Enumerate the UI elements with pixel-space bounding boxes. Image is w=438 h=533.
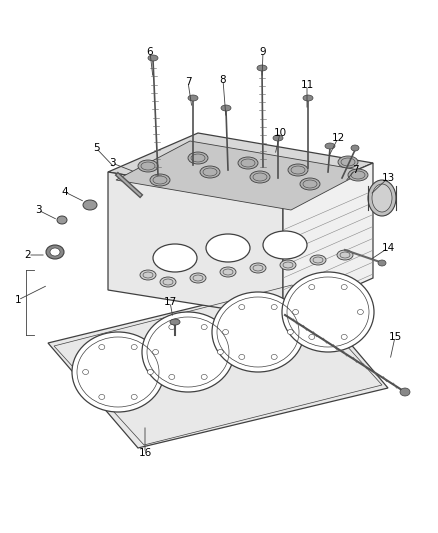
Text: 7: 7 <box>352 165 358 175</box>
Ellipse shape <box>348 169 368 181</box>
Ellipse shape <box>337 250 353 260</box>
Text: 13: 13 <box>381 173 395 183</box>
Ellipse shape <box>338 156 358 168</box>
Text: 5: 5 <box>93 143 99 153</box>
Ellipse shape <box>206 234 250 262</box>
Ellipse shape <box>378 260 386 266</box>
Text: 15: 15 <box>389 332 402 342</box>
Ellipse shape <box>188 95 198 101</box>
Text: 17: 17 <box>163 297 177 307</box>
Ellipse shape <box>250 171 270 183</box>
Ellipse shape <box>300 178 320 190</box>
Ellipse shape <box>152 350 159 354</box>
Ellipse shape <box>287 329 293 335</box>
Ellipse shape <box>263 231 307 259</box>
Ellipse shape <box>160 277 176 287</box>
Ellipse shape <box>280 260 296 270</box>
Ellipse shape <box>341 285 347 289</box>
Ellipse shape <box>220 267 236 277</box>
Ellipse shape <box>148 55 158 61</box>
Text: 3: 3 <box>35 205 41 215</box>
Ellipse shape <box>99 344 105 350</box>
Ellipse shape <box>57 216 67 224</box>
Ellipse shape <box>131 394 137 399</box>
Polygon shape <box>108 133 373 202</box>
Ellipse shape <box>271 304 277 310</box>
Ellipse shape <box>46 245 64 259</box>
Ellipse shape <box>341 334 347 340</box>
Text: 2: 2 <box>25 250 31 260</box>
Polygon shape <box>48 282 388 448</box>
Ellipse shape <box>223 329 229 335</box>
Ellipse shape <box>273 135 283 141</box>
Text: 9: 9 <box>260 47 266 57</box>
Ellipse shape <box>140 270 156 280</box>
Ellipse shape <box>400 388 410 396</box>
Ellipse shape <box>257 65 267 71</box>
Text: 16: 16 <box>138 448 152 458</box>
Ellipse shape <box>200 166 220 178</box>
Ellipse shape <box>131 344 137 350</box>
Ellipse shape <box>221 105 231 111</box>
Polygon shape <box>283 163 373 318</box>
Ellipse shape <box>148 369 153 375</box>
Ellipse shape <box>99 394 105 399</box>
Text: 14: 14 <box>381 243 395 253</box>
Ellipse shape <box>303 95 313 101</box>
Ellipse shape <box>50 248 60 256</box>
Ellipse shape <box>72 332 164 412</box>
Ellipse shape <box>239 354 245 359</box>
Ellipse shape <box>201 375 207 379</box>
Ellipse shape <box>293 310 299 314</box>
Ellipse shape <box>150 174 170 186</box>
Polygon shape <box>116 141 365 210</box>
Ellipse shape <box>357 310 364 314</box>
Ellipse shape <box>288 164 308 176</box>
Text: 6: 6 <box>147 47 153 57</box>
Ellipse shape <box>238 157 258 169</box>
Ellipse shape <box>153 244 197 272</box>
Text: 7: 7 <box>185 77 191 87</box>
Ellipse shape <box>217 350 223 354</box>
Ellipse shape <box>309 334 315 340</box>
Ellipse shape <box>83 200 97 210</box>
Ellipse shape <box>271 354 277 359</box>
Ellipse shape <box>282 272 374 352</box>
Ellipse shape <box>83 369 88 375</box>
Ellipse shape <box>310 255 326 265</box>
Ellipse shape <box>188 152 208 164</box>
Ellipse shape <box>142 312 234 392</box>
Text: 11: 11 <box>300 80 314 90</box>
Polygon shape <box>108 172 283 318</box>
Text: 4: 4 <box>62 187 68 197</box>
Ellipse shape <box>372 184 392 212</box>
Ellipse shape <box>201 325 207 329</box>
Ellipse shape <box>309 285 315 289</box>
Ellipse shape <box>169 375 175 379</box>
Ellipse shape <box>212 292 304 372</box>
Ellipse shape <box>138 160 158 172</box>
Text: 10: 10 <box>273 128 286 138</box>
Text: 1: 1 <box>15 295 21 305</box>
Ellipse shape <box>368 180 396 216</box>
Text: 12: 12 <box>332 133 345 143</box>
Text: 3: 3 <box>109 158 115 168</box>
Ellipse shape <box>170 319 180 325</box>
Text: 8: 8 <box>220 75 226 85</box>
Ellipse shape <box>169 325 175 329</box>
Ellipse shape <box>190 273 206 283</box>
Ellipse shape <box>250 263 266 273</box>
Ellipse shape <box>351 145 359 151</box>
Ellipse shape <box>325 143 335 149</box>
Ellipse shape <box>239 304 245 310</box>
